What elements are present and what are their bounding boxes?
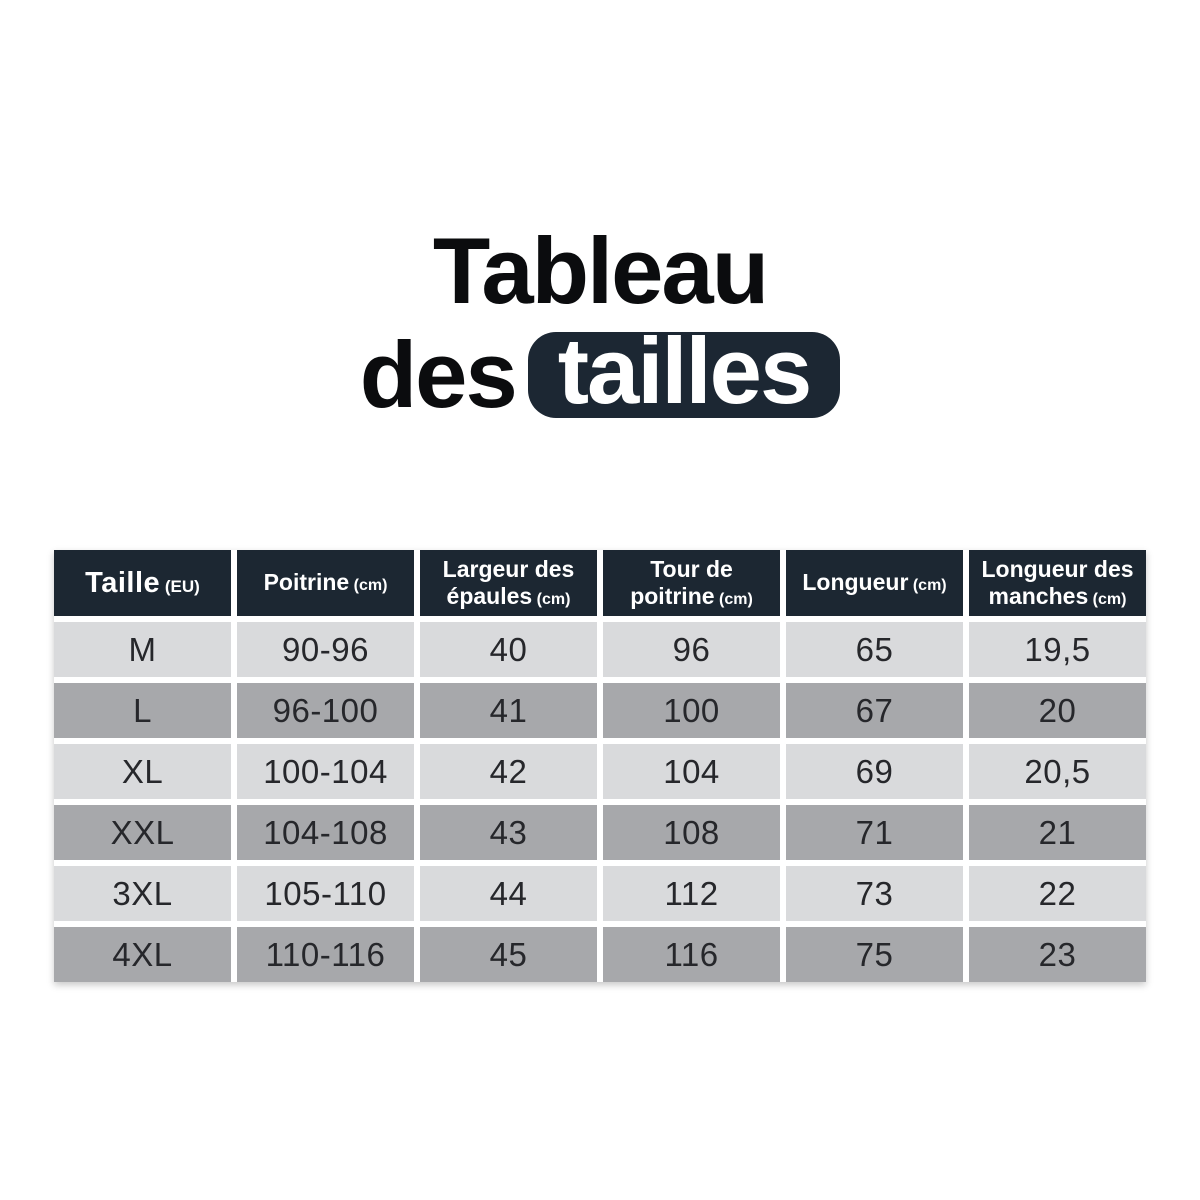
header-label-longueur-manches: Longueur des manches (cm) [981,555,1134,609]
header-cell-poitrine: Poitrine (cm) [237,550,414,616]
size-table: Taille (EU) Poitrine (cm) Largeur des épau… [54,550,1146,982]
header-label-longueur: Longueur (cm) [802,569,947,596]
size-cell-l: L [54,683,231,738]
header-cell-longueur: Longueur (cm) [786,550,963,616]
value-cell-xxl-longueur: 71 [786,805,963,860]
header-cell-longueur-manches: Longueur des manches (cm) [969,550,1146,616]
value-cell-3xl-longueur-manches: 22 [969,866,1146,921]
value-cell-xl-longueur: 69 [786,744,963,799]
title-line2-word: des [359,322,518,427]
value-cell-4xl-poitrine: 110-116 [237,927,414,982]
value-cell-xl-longueur-manches: 20,5 [969,744,1146,799]
header-cell-tour-poitrine: Tour de poitrine (cm) [603,550,780,616]
header-label-largeur-epaules: Largeur des épaules (cm) [442,555,575,609]
value-cell-xl-poitrine: 100-104 [237,744,414,799]
title-badge: tailles [527,324,841,418]
value-cell-m-poitrine: 90-96 [237,622,414,677]
title-line2: des tailles [0,322,1200,427]
size-cell-3xl: 3XL [54,866,231,921]
value-cell-m-longueur: 65 [786,622,963,677]
header-cell-largeur-epaules: Largeur des épaules (cm) [420,550,597,616]
size-cell-xxl: XXL [54,805,231,860]
title-badge-label: tailles [557,318,812,423]
value-cell-l-longueur: 67 [786,683,963,738]
value-cell-l-longueur-manches: 20 [969,683,1146,738]
value-cell-xl-tour-poitrine: 104 [603,744,780,799]
value-cell-4xl-longueur: 75 [786,927,963,982]
size-cell-4xl: 4XL [54,927,231,982]
size-table-grid: Taille (EU) Poitrine (cm) Largeur des épau… [54,550,1146,982]
header-label-taille: Taille (EU) [85,566,200,599]
value-cell-m-tour-poitrine: 96 [603,622,780,677]
value-cell-4xl-largeur-epaules: 45 [420,927,597,982]
value-cell-l-largeur-epaules: 41 [420,683,597,738]
value-cell-m-longueur-manches: 19,5 [969,622,1146,677]
value-cell-3xl-poitrine: 105-110 [237,866,414,921]
header-cell-taille: Taille (EU) [54,550,231,616]
value-cell-xl-largeur-epaules: 42 [420,744,597,799]
value-cell-l-tour-poitrine: 100 [603,683,780,738]
value-cell-3xl-largeur-epaules: 44 [420,866,597,921]
value-cell-xxl-longueur-manches: 21 [969,805,1146,860]
header-label-tour-poitrine: Tour de poitrine (cm) [630,555,753,609]
page-title: Tableau des tailles [0,224,1200,422]
value-cell-m-largeur-epaules: 40 [420,622,597,677]
size-cell-m: M [54,622,231,677]
value-cell-xxl-tour-poitrine: 108 [603,805,780,860]
title-line1: Tableau [432,218,769,323]
header-label-poitrine: Poitrine (cm) [263,569,388,596]
size-cell-xl: XL [54,744,231,799]
value-cell-3xl-tour-poitrine: 112 [603,866,780,921]
value-cell-4xl-tour-poitrine: 116 [603,927,780,982]
value-cell-4xl-longueur-manches: 23 [969,927,1146,982]
value-cell-l-poitrine: 96-100 [237,683,414,738]
value-cell-xxl-poitrine: 104-108 [237,805,414,860]
value-cell-3xl-longueur: 73 [786,866,963,921]
value-cell-xxl-largeur-epaules: 43 [420,805,597,860]
